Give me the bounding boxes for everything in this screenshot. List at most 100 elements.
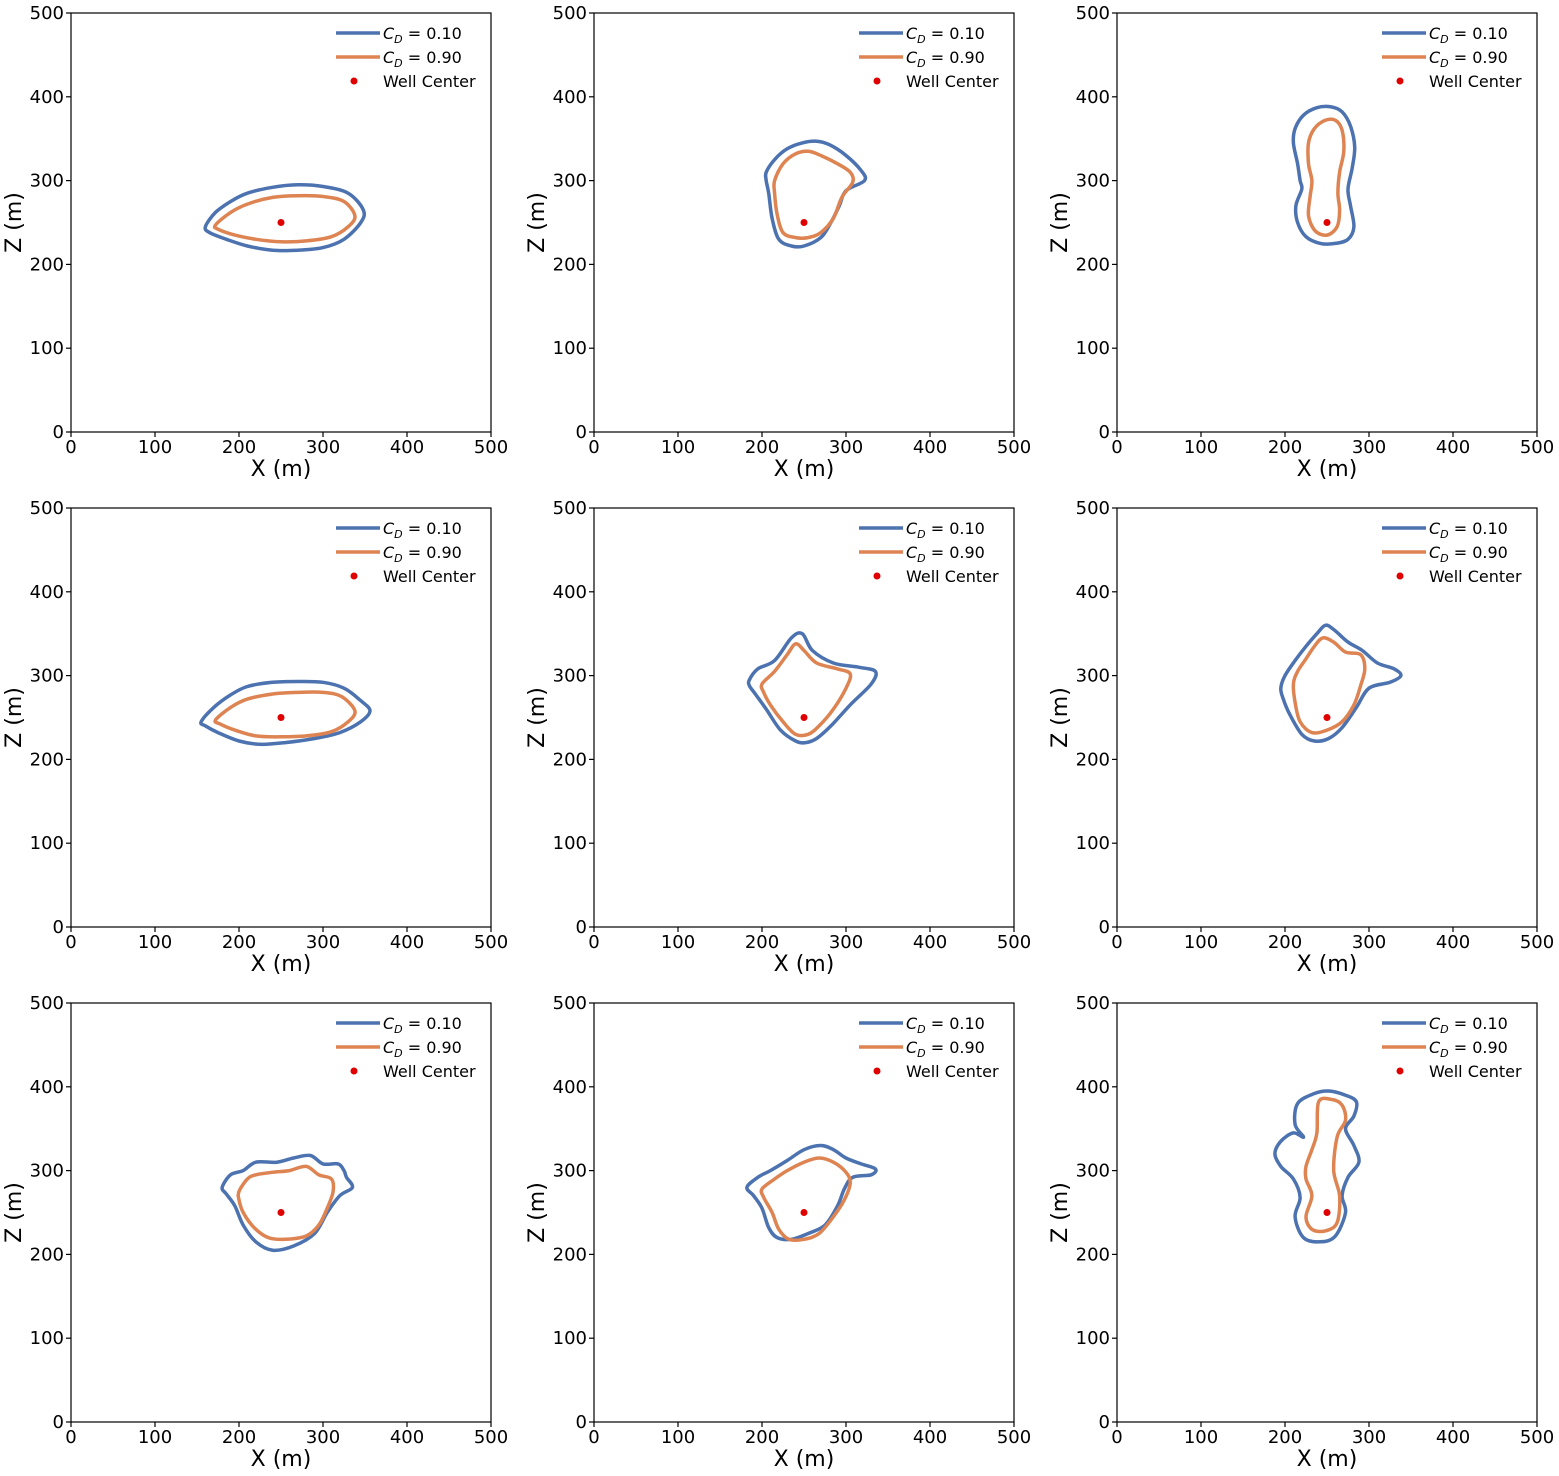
y-tick-label: 200: [553, 254, 587, 275]
axes-frame: [70, 12, 492, 433]
legend-label-subscript: D: [917, 1023, 925, 1036]
legend-label-symbol: C: [1429, 519, 1441, 538]
legend-label-symbol: C: [1429, 1014, 1441, 1033]
y-tick-label: 500: [30, 993, 64, 1014]
x-tick-label: 400: [1436, 437, 1470, 458]
legend-label-value: = 0.10: [403, 519, 462, 538]
subplot-5: 0 100 200 300 400 500 0 100 200 300 400 500 X (m) Z (…: [525, 498, 1031, 977]
legend-label: Well Center: [383, 567, 476, 586]
x-tick-label: 500: [997, 437, 1031, 458]
contour-cd-0-90: [212, 193, 357, 244]
axes-frame: [1116, 12, 1538, 433]
subplot-8: 0 100 200 300 400 500 0 100 200 300 400 500 X (m) Z (…: [525, 993, 1031, 1472]
y-tick-label: 300: [1076, 171, 1110, 192]
legend-label-subscript: D: [394, 57, 402, 70]
legend-label-subscript: D: [394, 528, 402, 541]
x-axis-label: X (m): [774, 1447, 835, 1472]
y-axis-label: Z (m): [525, 192, 550, 253]
legend-label-subscript: D: [917, 57, 925, 70]
y-axis-label: Z (m): [525, 1182, 550, 1243]
legend-label-value: = 0.10: [403, 24, 462, 43]
legend-swatch-well-center: [1396, 1067, 1404, 1075]
contour-cd-0-10: [220, 1153, 355, 1253]
legend-swatch-well-center: [350, 1067, 358, 1075]
x-tick-label: 100: [1184, 932, 1218, 953]
x-tick-label: 0: [65, 932, 76, 953]
x-tick-label: 200: [1268, 437, 1302, 458]
legend-swatch-well-center: [350, 77, 358, 85]
legend-label: CD = 0.90: [1429, 48, 1508, 70]
x-tick-label: 100: [138, 437, 172, 458]
legend-label-value: = 0.90: [403, 1038, 462, 1057]
x-tick-label: 400: [913, 437, 947, 458]
legend-label-symbol: C: [906, 1014, 918, 1033]
legend-label-value: = 0.10: [926, 519, 985, 538]
x-tick-label: 400: [1436, 932, 1470, 953]
subplot-6: 0 100 200 300 400 500 0 100 200 300 400 500 X (m) Z (…: [1048, 498, 1554, 977]
y-axis-label: Z (m): [2, 192, 27, 253]
x-tick-label: 400: [390, 932, 424, 953]
y-tick-label: 400: [553, 582, 587, 603]
legend-label: Well Center: [1429, 1062, 1522, 1081]
x-tick-label: 200: [745, 437, 779, 458]
legend-label-value: = 0.10: [926, 24, 985, 43]
x-tick-label: 0: [588, 932, 599, 953]
legend-label: CD = 0.90: [383, 48, 462, 70]
well-center-marker: [1323, 714, 1331, 721]
y-tick-label: 0: [53, 1412, 64, 1433]
x-tick-label: 200: [222, 437, 256, 458]
legend-label-subscript: D: [917, 552, 925, 565]
y-tick-label: 500: [553, 993, 587, 1014]
legend-label: CD = 0.10: [383, 1014, 462, 1036]
x-tick-label: 300: [829, 437, 863, 458]
subplot-3: 0 100 200 300 400 500 0 100 200 300 400 500 X (m) Z (…: [1048, 3, 1554, 482]
x-tick-label: 400: [913, 1427, 947, 1448]
legend-label-symbol: C: [383, 48, 395, 67]
y-tick-label: 0: [576, 1412, 587, 1433]
contour-cd-0-90: [759, 1156, 852, 1243]
subplot-4: 0 100 200 300 400 500 0 100 200 300 400 500 X (m) Z (…: [2, 498, 508, 977]
contour-cd-0-10: [1273, 1089, 1361, 1244]
y-tick-label: 300: [553, 171, 587, 192]
x-tick-label: 0: [1111, 1427, 1122, 1448]
well-center-marker: [1323, 219, 1331, 226]
x-tick-label: 300: [306, 1427, 340, 1448]
contour-cd-0-10: [203, 183, 367, 253]
x-axis-label: X (m): [251, 457, 312, 482]
legend-label-symbol: C: [1429, 48, 1441, 67]
contour-cd-0-90: [772, 149, 855, 240]
y-tick-label: 0: [1099, 917, 1110, 938]
y-tick-label: 100: [553, 833, 587, 854]
legend-label-value: = 0.90: [1449, 543, 1508, 562]
y-tick-label: 500: [1076, 3, 1110, 24]
x-tick-label: 0: [1111, 932, 1122, 953]
legend-label-subscript: D: [917, 33, 925, 46]
legend-label: CD = 0.90: [906, 48, 985, 70]
legend-label-value: = 0.10: [403, 1014, 462, 1033]
legend-label-subscript: D: [1440, 1047, 1448, 1060]
y-tick-label: 300: [553, 1161, 587, 1182]
y-tick-label: 400: [1076, 582, 1110, 603]
x-tick-label: 400: [390, 1427, 424, 1448]
legend-label: Well Center: [1429, 72, 1522, 91]
well-center-marker: [800, 1209, 808, 1216]
contour-cd-0-10: [1279, 623, 1403, 743]
well-center-marker: [800, 714, 808, 721]
x-tick-label: 200: [222, 1427, 256, 1448]
legend-label-value: = 0.10: [926, 1014, 985, 1033]
x-axis-label: X (m): [774, 457, 835, 482]
y-axis-label: Z (m): [2, 687, 27, 748]
axes-frame: [70, 507, 492, 928]
legend-label: CD = 0.10: [383, 519, 462, 541]
x-tick-label: 500: [474, 932, 508, 953]
x-tick-label: 0: [65, 437, 76, 458]
y-tick-label: 200: [553, 749, 587, 770]
legend-label-value: = 0.90: [926, 1038, 985, 1057]
legend-label: CD = 0.90: [1429, 1038, 1508, 1060]
y-tick-label: 100: [1076, 833, 1110, 854]
x-tick-label: 100: [1184, 1427, 1218, 1448]
legend-label-value: = 0.10: [1449, 1014, 1508, 1033]
y-tick-label: 400: [1076, 87, 1110, 108]
